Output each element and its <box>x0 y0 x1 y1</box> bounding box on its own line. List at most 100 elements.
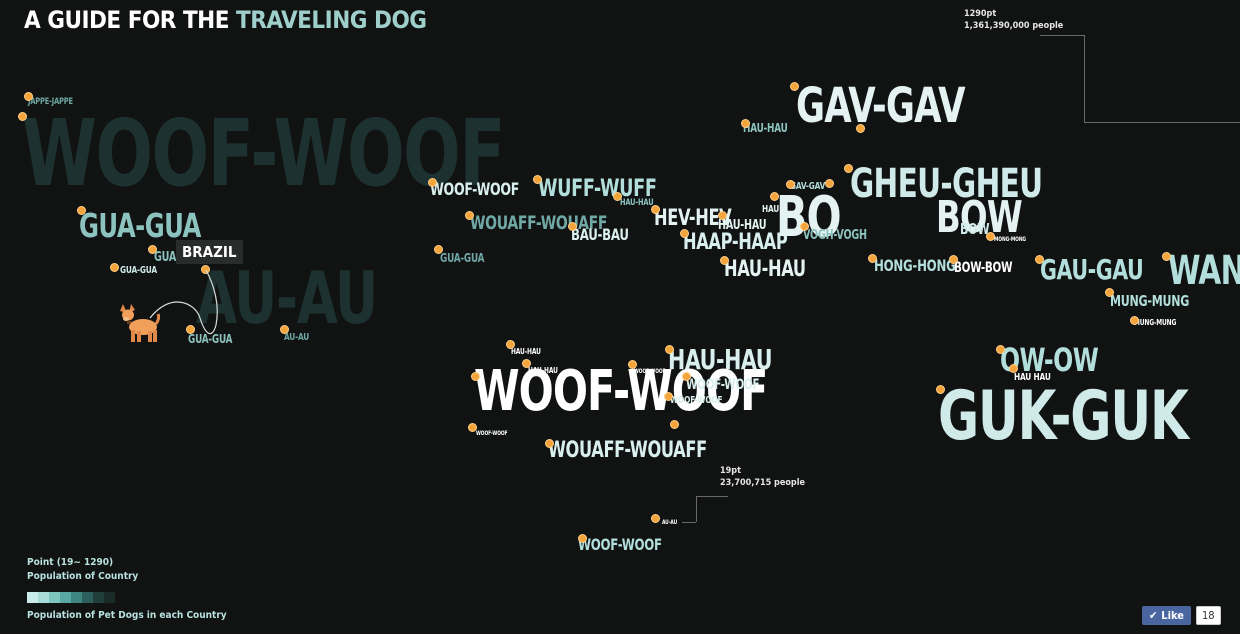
country-point[interactable] <box>521 358 531 368</box>
sound-label: HAAP-HAAP <box>683 230 788 255</box>
max-annotation: 1290pt 1,361,390,000 people <box>964 8 1063 32</box>
like-button[interactable]: ✔ Like <box>1142 606 1191 625</box>
page-title: A GUIDE FOR THE TRAVELING DOG <box>24 6 427 34</box>
country-point[interactable] <box>567 221 577 231</box>
sound-label: BOW-BOW <box>954 260 1013 276</box>
country-point[interactable] <box>17 111 27 121</box>
sound-label: AU-AU <box>662 519 678 526</box>
sound-label: BOW <box>960 220 990 238</box>
country-point[interactable] <box>1129 315 1139 325</box>
country-point[interactable] <box>679 228 689 238</box>
sound-label: WOOF-WOOF <box>22 100 506 207</box>
country-point[interactable] <box>719 255 729 265</box>
country-point[interactable] <box>627 359 637 369</box>
country-point[interactable] <box>505 339 515 349</box>
sound-label: WOOF-WOOF <box>578 535 662 554</box>
country-point[interactable] <box>650 513 660 523</box>
sound-label: GUA <box>154 250 177 265</box>
country-point[interactable] <box>76 205 86 215</box>
min-leader-v <box>696 496 697 522</box>
country-point[interactable] <box>185 324 195 334</box>
country-point[interactable] <box>1104 287 1114 297</box>
country-point[interactable] <box>544 438 554 448</box>
sound-label: HEV-HEV <box>654 206 732 231</box>
sound-label: WOOF-WOOF <box>686 377 760 393</box>
country-point[interactable] <box>785 179 795 189</box>
sound-label: HAU-HAU <box>743 121 788 135</box>
sound-label: HAU-HAU <box>668 343 773 376</box>
min-leader-h2 <box>682 522 696 523</box>
sound-label: GAU-GAU <box>1040 253 1144 286</box>
country-point[interactable] <box>843 163 853 173</box>
country-point[interactable] <box>650 204 660 214</box>
country-point[interactable] <box>1008 363 1018 373</box>
legend-population: Population of Country <box>27 571 139 582</box>
country-point[interactable] <box>663 391 673 401</box>
sound-label: WOOF-WOOF <box>474 359 768 424</box>
sound-label: MONG-MONG <box>994 236 1026 243</box>
sound-label: WOOF-WOOF <box>430 180 520 200</box>
country-point[interactable] <box>577 533 587 543</box>
sound-label: WOOF-WOOF <box>476 430 508 437</box>
country-point[interactable] <box>948 254 958 264</box>
min-leader-h <box>696 496 728 497</box>
legend-dogs: Population of Pet Dogs in each Country <box>27 610 227 621</box>
sound-label: GAV-GAV <box>796 78 966 134</box>
facebook-like-widget: ✔ Like 18 <box>1142 606 1221 625</box>
sound-label: HAU-HAU <box>718 218 767 233</box>
country-point[interactable] <box>824 178 834 188</box>
country-point[interactable] <box>470 371 480 381</box>
country-point[interactable] <box>200 264 210 274</box>
country-point[interactable] <box>23 91 33 101</box>
country-point[interactable] <box>1161 251 1171 261</box>
country-point[interactable] <box>717 210 727 220</box>
country-point[interactable] <box>433 244 443 254</box>
sound-label: HONG-HONG <box>874 256 956 275</box>
max-leader-v <box>1084 35 1085 123</box>
legend-swatch <box>27 592 38 603</box>
country-point[interactable] <box>681 371 691 381</box>
country-point[interactable] <box>669 419 679 429</box>
country-point[interactable] <box>985 231 995 241</box>
country-point[interactable] <box>109 262 119 272</box>
sound-label: HAU-HAU <box>528 366 558 375</box>
country-point[interactable] <box>664 344 674 354</box>
sound-label: GUA-GUA <box>120 265 157 276</box>
sound-label: BO <box>776 185 842 250</box>
sound-label: HAU HAU <box>1014 372 1051 383</box>
legend-points: Point (19~ 1290) <box>27 557 114 568</box>
max-leader-h <box>1040 35 1085 36</box>
country-point[interactable] <box>789 81 799 91</box>
country-point[interactable] <box>995 344 1005 354</box>
sound-label: WOOF-WOOF <box>634 368 666 375</box>
sound-label: GAV-GAV <box>790 181 826 192</box>
sound-label: WOUAFF-WOUAFF <box>548 438 707 463</box>
min-points: 19pt <box>720 466 741 476</box>
country-point[interactable] <box>612 191 622 201</box>
country-point[interactable] <box>279 324 289 334</box>
country-point[interactable] <box>147 244 157 254</box>
country-point[interactable] <box>799 221 809 231</box>
legend-color-scale <box>27 592 227 603</box>
country-point[interactable] <box>740 118 750 128</box>
max-population: 1,361,390,000 people <box>964 21 1064 31</box>
sound-label: GUA-GUA <box>79 206 201 245</box>
country-point[interactable] <box>532 174 542 184</box>
max-points: 1290pt <box>964 9 997 19</box>
country-point[interactable] <box>935 384 945 394</box>
sound-label: WOOF-WOOF <box>670 395 723 406</box>
country-point[interactable] <box>427 177 437 187</box>
country-point[interactable] <box>464 210 474 220</box>
sound-label: GUA-GUA <box>440 251 485 265</box>
title-accent: TRAVELING DOG <box>236 6 427 34</box>
dog-icon <box>120 304 160 342</box>
country-point[interactable] <box>467 422 477 432</box>
country-point[interactable] <box>1034 254 1044 264</box>
country-point[interactable] <box>867 253 877 263</box>
sound-label: BOW <box>936 192 1023 243</box>
sound-label: VOGH-VOGH <box>803 228 867 243</box>
country-point[interactable] <box>855 123 865 133</box>
country-point[interactable] <box>769 191 779 201</box>
min-population: 23,700,715 people <box>720 478 805 488</box>
